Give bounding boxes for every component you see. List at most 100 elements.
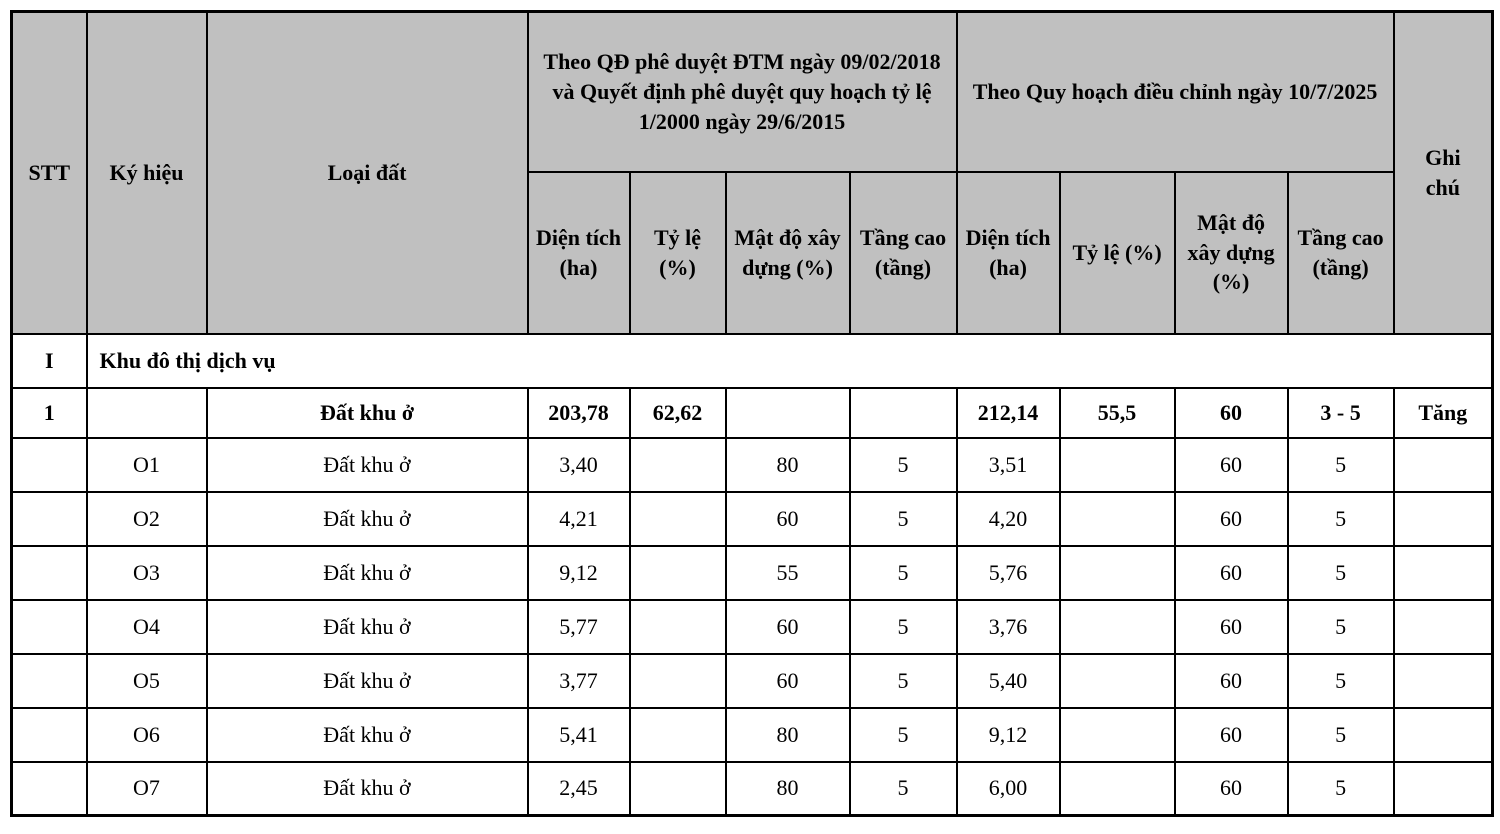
cell-dtm-dien-tich: 3,77 bbox=[526, 652, 631, 709]
cell-ky-hieu: O5 bbox=[85, 652, 208, 709]
cell-dtm-dien-tich: 3,40 bbox=[526, 436, 631, 493]
cell-qh-tang-cao: 5 bbox=[1286, 544, 1395, 601]
cell-dtm-tang-cao: 5 bbox=[848, 652, 958, 709]
cell-dtm-ty-le: 62,62 bbox=[628, 386, 727, 439]
cell-dtm-ty-le bbox=[628, 598, 727, 655]
table-header: STT Ký hiệu Loại đất Theo QĐ phê duyệt Đ… bbox=[10, 10, 1494, 335]
cell-loai-dat: Đất khu ở bbox=[205, 386, 529, 439]
cell-loai-dat: Đất khu ở bbox=[205, 706, 529, 763]
cell-dtm-tang-cao: 5 bbox=[848, 706, 958, 763]
cell-qh-dien-tich: 4,20 bbox=[955, 490, 1061, 547]
cell-qh-ty-le: 55,5 bbox=[1058, 386, 1176, 439]
cell-ky-hieu: O7 bbox=[85, 760, 208, 817]
section-label: Khu đô thị dịch vụ bbox=[85, 332, 1494, 389]
cell-stt: 1 bbox=[10, 386, 88, 439]
header-group-row: STT Ký hiệu Loại đất Theo QĐ phê duyệt Đ… bbox=[10, 10, 1494, 335]
cell-qh-mat-do: 60 bbox=[1173, 760, 1289, 817]
cell-dtm-dien-tich: 2,45 bbox=[526, 760, 631, 817]
cell-dtm-ty-le bbox=[628, 544, 727, 601]
cell-ky-hieu: O1 bbox=[85, 436, 208, 493]
cell-ghi-chu bbox=[1392, 436, 1494, 493]
cell-ghi-chu bbox=[1392, 598, 1494, 655]
cell-dtm-tang-cao: 5 bbox=[848, 598, 958, 655]
cell-stt bbox=[10, 544, 88, 601]
cell-qh-tang-cao: 5 bbox=[1286, 598, 1395, 655]
cell-stt: I bbox=[10, 332, 88, 389]
header-dtm-mat-do: Mật độ xây dựng (%) bbox=[724, 170, 851, 335]
table-row: O5 Đất khu ở 3,77 60 5 5,40 60 5 bbox=[10, 652, 1494, 709]
cell-dtm-dien-tich: 203,78 bbox=[526, 386, 631, 439]
cell-dtm-mat-do: 80 bbox=[724, 760, 851, 817]
cell-qh-ty-le bbox=[1058, 490, 1176, 547]
cell-dtm-tang-cao: 5 bbox=[848, 544, 958, 601]
table-row: O3 Đất khu ở 9,12 55 5 5,76 60 5 bbox=[10, 544, 1494, 601]
cell-stt bbox=[10, 490, 88, 547]
table-row: O2 Đất khu ở 4,21 60 5 4,20 60 5 bbox=[10, 490, 1494, 547]
header-group-dtm: Theo QĐ phê duyệt ĐTM ngày 09/02/2018 và… bbox=[526, 10, 958, 173]
header-qh-dien-tich: Diện tích (ha) bbox=[955, 170, 1061, 335]
table-row: O6 Đất khu ở 5,41 80 5 9,12 60 5 bbox=[10, 706, 1494, 763]
cell-stt bbox=[10, 436, 88, 493]
cell-qh-ty-le bbox=[1058, 544, 1176, 601]
cell-ghi-chu bbox=[1392, 544, 1494, 601]
cell-stt bbox=[10, 760, 88, 817]
header-dtm-dien-tich: Diện tích (ha) bbox=[526, 170, 631, 335]
table-row: O4 Đất khu ở 5,77 60 5 3,76 60 5 bbox=[10, 598, 1494, 655]
cell-qh-tang-cao: 5 bbox=[1286, 706, 1395, 763]
header-ghi-chu-label: Ghi chú bbox=[1425, 145, 1461, 200]
cell-dtm-mat-do: 80 bbox=[724, 706, 851, 763]
cell-qh-tang-cao: 5 bbox=[1286, 652, 1395, 709]
cell-loai-dat: Đất khu ở bbox=[205, 598, 529, 655]
cell-qh-tang-cao: 3 - 5 bbox=[1286, 386, 1395, 439]
cell-stt bbox=[10, 598, 88, 655]
cell-stt bbox=[10, 706, 88, 763]
header-ky-hieu: Ký hiệu bbox=[85, 10, 208, 335]
cell-qh-dien-tich: 9,12 bbox=[955, 706, 1061, 763]
header-ghi-chu: Ghi chú bbox=[1392, 10, 1494, 335]
cell-dtm-tang-cao bbox=[848, 386, 958, 439]
table-row: O7 Đất khu ở 2,45 80 5 6,00 60 5 bbox=[10, 760, 1494, 817]
cell-qh-mat-do: 60 bbox=[1173, 706, 1289, 763]
cell-loai-dat: Đất khu ở bbox=[205, 436, 529, 493]
cell-qh-mat-do: 60 bbox=[1173, 598, 1289, 655]
cell-qh-mat-do: 60 bbox=[1173, 544, 1289, 601]
cell-ghi-chu bbox=[1392, 760, 1494, 817]
section-row: I Khu đô thị dịch vụ bbox=[10, 332, 1494, 389]
cell-qh-mat-do: 60 bbox=[1173, 386, 1289, 439]
cell-ky-hieu: O6 bbox=[85, 706, 208, 763]
cell-qh-ty-le bbox=[1058, 598, 1176, 655]
header-qh-ty-le: Tỷ lệ (%) bbox=[1058, 170, 1176, 335]
cell-ky-hieu: O4 bbox=[85, 598, 208, 655]
cell-qh-dien-tich: 3,51 bbox=[955, 436, 1061, 493]
cell-loai-dat: Đất khu ở bbox=[205, 760, 529, 817]
header-loai-dat: Loại đất bbox=[205, 10, 529, 335]
cell-loai-dat: Đất khu ở bbox=[205, 544, 529, 601]
cell-ky-hieu: O2 bbox=[85, 490, 208, 547]
cell-loai-dat: Đất khu ở bbox=[205, 490, 529, 547]
cell-qh-dien-tich: 212,14 bbox=[955, 386, 1061, 439]
cell-qh-ty-le bbox=[1058, 706, 1176, 763]
cell-stt bbox=[10, 652, 88, 709]
cell-dtm-ty-le bbox=[628, 706, 727, 763]
cell-qh-dien-tich: 3,76 bbox=[955, 598, 1061, 655]
header-dtm-tang-cao: Tầng cao (tầng) bbox=[848, 170, 958, 335]
cell-dtm-ty-le bbox=[628, 760, 727, 817]
cell-dtm-tang-cao: 5 bbox=[848, 436, 958, 493]
header-qh-mat-do: Mật độ xây dựng (%) bbox=[1173, 170, 1289, 335]
cell-dtm-dien-tich: 9,12 bbox=[526, 544, 631, 601]
cell-dtm-dien-tich: 5,77 bbox=[526, 598, 631, 655]
header-qh-tang-cao: Tầng cao (tầng) bbox=[1286, 170, 1395, 335]
cell-dtm-mat-do: 80 bbox=[724, 436, 851, 493]
cell-qh-mat-do: 60 bbox=[1173, 490, 1289, 547]
cell-dtm-mat-do: 60 bbox=[724, 490, 851, 547]
table-row: 1 Đất khu ở 203,78 62,62 212,14 55,5 60 3 - 5 Tă… bbox=[10, 386, 1494, 439]
cell-dtm-tang-cao: 5 bbox=[848, 490, 958, 547]
cell-dtm-dien-tich: 4,21 bbox=[526, 490, 631, 547]
cell-dtm-mat-do: 60 bbox=[724, 598, 851, 655]
cell-dtm-ty-le bbox=[628, 436, 727, 493]
table-body: I Khu đô thị dịch vụ 1 Đất khu ở 203,78 62,… bbox=[10, 332, 1494, 817]
cell-dtm-ty-le bbox=[628, 652, 727, 709]
cell-ghi-chu bbox=[1392, 652, 1494, 709]
cell-ky-hieu: O3 bbox=[85, 544, 208, 601]
